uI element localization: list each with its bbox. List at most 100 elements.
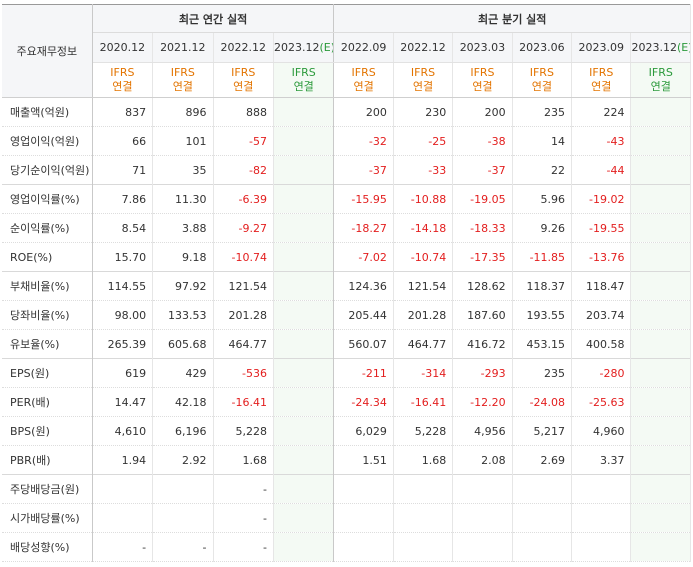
cell-value: 560.07 (333, 329, 394, 359)
period-header: 2023.06 (512, 32, 573, 63)
cell-value: 121.54 (213, 271, 274, 301)
cell-value (571, 503, 632, 533)
basis-label: IFRS 연결 (393, 62, 454, 98)
row-label: PER(배) (2, 387, 93, 417)
cell-value: 6,029 (333, 416, 394, 446)
cell-value: - (213, 474, 274, 504)
basis-label: IFRS 연결 (571, 62, 632, 98)
cell-value (630, 155, 691, 185)
cell-value: 2.08 (452, 445, 513, 475)
basis-label: IFRS 연결 (152, 62, 214, 98)
cell-value (273, 184, 335, 214)
cell-value: 5,217 (512, 416, 573, 446)
estimate-tag: (E) (676, 41, 690, 54)
cell-value: 5,228 (393, 416, 454, 446)
cell-value: -24.34 (333, 387, 394, 417)
cell-value (452, 503, 513, 533)
row-label: EPS(원) (2, 358, 93, 388)
cell-value (512, 474, 573, 504)
cell-value: 14.47 (92, 387, 154, 417)
cell-value (92, 474, 154, 504)
basis-standard: IFRS (170, 66, 195, 79)
cell-value: 187.60 (452, 300, 513, 330)
cell-value (273, 503, 335, 533)
cell-value: 7.86 (92, 184, 154, 214)
cell-value (333, 532, 394, 562)
cell-value (630, 300, 691, 330)
row-label: 배당성향(%) (2, 532, 93, 562)
cell-value: -19.02 (571, 184, 632, 214)
row-label: BPS(원) (2, 416, 93, 446)
cell-value: 1.94 (92, 445, 154, 475)
period-header: 2023.09 (571, 32, 632, 63)
cell-value (273, 242, 335, 272)
cell-value: -44 (571, 155, 632, 185)
basis-label: IFRS 연결 (213, 62, 274, 98)
basis-standard: IFRS (291, 66, 316, 79)
cell-value: 124.36 (333, 271, 394, 301)
cell-value: - (213, 532, 274, 562)
cell-value: -280 (571, 358, 632, 388)
table-row: PER(배) 14.47 42.18 -16.41 -24.34 -16.41 -12.20… (2, 387, 691, 417)
cell-value (630, 126, 691, 156)
row-label: 시가배당률(%) (2, 503, 93, 533)
cell-value: -15.95 (333, 184, 394, 214)
period-header: 2022.12 (213, 32, 274, 63)
cell-value: -24.08 (512, 387, 573, 417)
cell-value: 1.68 (393, 445, 454, 475)
cell-value: -19.55 (571, 213, 632, 243)
cell-value (273, 474, 335, 504)
cell-value: -25.63 (571, 387, 632, 417)
cell-value: -38 (452, 126, 513, 156)
cell-value: 114.55 (92, 271, 154, 301)
cell-value: -82 (213, 155, 274, 185)
cell-value: 1.51 (333, 445, 394, 475)
cell-value: 203.74 (571, 300, 632, 330)
cell-value: 9.18 (152, 242, 214, 272)
cell-value: -10.74 (393, 242, 454, 272)
cell-value: 193.55 (512, 300, 573, 330)
basis-label: IFRS 연결 (273, 62, 335, 98)
cell-value: -17.35 (452, 242, 513, 272)
cell-value: -314 (393, 358, 454, 388)
cell-value (630, 358, 691, 388)
table-row: 영업이익률(%) 7.86 11.30 -6.39 -15.95 -10.88 -19.05… (2, 184, 691, 214)
cell-value (571, 474, 632, 504)
cell-value (630, 387, 691, 417)
cell-value: -18.33 (452, 213, 513, 243)
basis-standard: IFRS (529, 66, 554, 79)
cell-value: 5,228 (213, 416, 274, 446)
cell-value: -7.02 (333, 242, 394, 272)
cell-value (273, 387, 335, 417)
financial-summary-table: 주요재무정보 최근 연간 실적 최근 분기 실적 2020.12 2021.12 2… (2, 4, 691, 562)
cell-value (273, 416, 335, 446)
row-label: ROE(%) (2, 242, 93, 272)
period-header: 2021.12 (152, 32, 214, 63)
cell-value: 4,960 (571, 416, 632, 446)
basis-consolidation: 연결 (172, 80, 193, 93)
cell-value (630, 532, 691, 562)
cell-value (630, 242, 691, 272)
cell-value (273, 445, 335, 475)
cell-value: -13.76 (571, 242, 632, 272)
cell-value: 97.92 (152, 271, 214, 301)
cell-value (630, 184, 691, 214)
cell-value: 4,956 (452, 416, 513, 446)
cell-value (630, 474, 691, 504)
cell-value: -11.85 (512, 242, 573, 272)
period-header: 2020.12 (92, 32, 154, 63)
cell-value: 22 (512, 155, 573, 185)
cell-value (512, 503, 573, 533)
cell-value (452, 532, 513, 562)
table-row: 부채비율(%) 114.55 97.92 121.54 124.36 121.54 128.… (2, 271, 691, 301)
cell-value (630, 445, 691, 475)
cell-value: -6.39 (213, 184, 274, 214)
cell-value: 205.44 (333, 300, 394, 330)
period-label: 2023.12 (631, 41, 677, 54)
table-row: PBR(배) 1.94 2.92 1.68 1.51 1.68 2.08 2.69 3.37 (2, 445, 691, 475)
table-row: ROE(%) 15.70 9.18 -10.74 -7.02 -10.74 -17.35 -1… (2, 242, 691, 272)
cell-value: 416.72 (452, 329, 513, 359)
cell-value (512, 532, 573, 562)
basis-label: IFRS 연결 (333, 62, 394, 98)
cell-value (273, 271, 335, 301)
